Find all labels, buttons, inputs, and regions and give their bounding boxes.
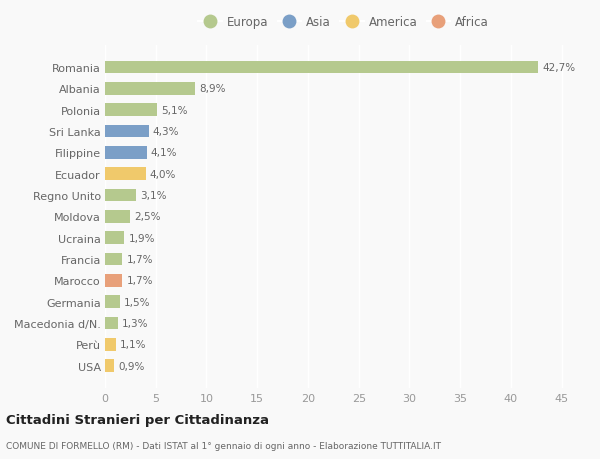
- Text: 1,9%: 1,9%: [128, 233, 155, 243]
- Bar: [105, 359, 114, 372]
- Bar: [105, 253, 122, 266]
- Bar: [105, 189, 136, 202]
- Text: Cittadini Stranieri per Cittadinanza: Cittadini Stranieri per Cittadinanza: [6, 413, 269, 426]
- Bar: [105, 338, 116, 351]
- Text: 3,1%: 3,1%: [140, 190, 167, 201]
- Text: COMUNE DI FORMELLO (RM) - Dati ISTAT al 1° gennaio di ogni anno - Elaborazione T: COMUNE DI FORMELLO (RM) - Dati ISTAT al …: [6, 441, 441, 450]
- Text: 1,5%: 1,5%: [124, 297, 151, 307]
- Text: 1,7%: 1,7%: [127, 276, 153, 286]
- Text: 5,1%: 5,1%: [161, 106, 187, 115]
- Text: 4,0%: 4,0%: [149, 169, 176, 179]
- Bar: [105, 146, 146, 159]
- Bar: [105, 83, 196, 95]
- Text: 4,1%: 4,1%: [151, 148, 177, 158]
- Bar: [105, 232, 124, 245]
- Bar: [105, 211, 130, 223]
- Bar: [105, 168, 146, 181]
- Text: 1,3%: 1,3%: [122, 319, 149, 328]
- Bar: [105, 125, 149, 138]
- Text: 42,7%: 42,7%: [542, 63, 575, 73]
- Text: 1,1%: 1,1%: [120, 340, 147, 350]
- Text: 8,9%: 8,9%: [199, 84, 226, 94]
- Bar: [105, 317, 118, 330]
- Bar: [105, 296, 120, 308]
- Text: 4,3%: 4,3%: [152, 127, 179, 137]
- Text: 2,5%: 2,5%: [134, 212, 161, 222]
- Text: 0,9%: 0,9%: [118, 361, 145, 371]
- Bar: [105, 274, 122, 287]
- Legend: Europa, Asia, America, Africa: Europa, Asia, America, Africa: [195, 12, 492, 33]
- Bar: [105, 104, 157, 117]
- Text: 1,7%: 1,7%: [127, 254, 153, 264]
- Bar: [105, 62, 538, 74]
